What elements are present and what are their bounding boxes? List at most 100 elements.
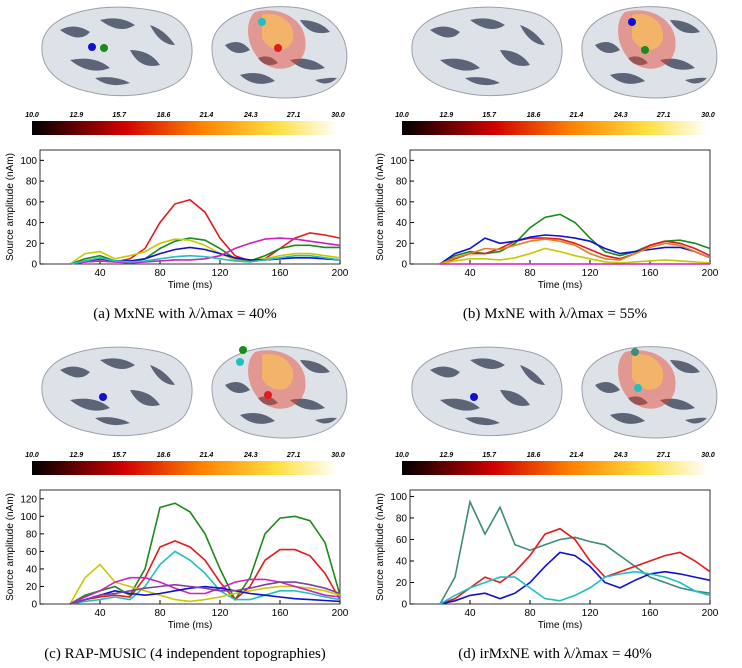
x-axis-label: Time (ms) <box>538 280 583 291</box>
colorbar-tick-label: 27.1 <box>656 112 671 119</box>
colorbar-tick-label: 24.3 <box>243 452 258 459</box>
series-line <box>439 527 711 605</box>
caption: (b) MxNE with λ/λmax = 55% <box>463 306 647 322</box>
colorbar-tick-label: 18.6 <box>157 112 171 119</box>
x-tick-label: 160 <box>642 608 659 619</box>
x-tick-label: 40 <box>464 608 476 619</box>
colorbar-tick-label: 27.1 <box>286 112 301 119</box>
colorbar-tick-label: 18.6 <box>527 452 541 459</box>
y-tick-label: 40 <box>396 218 408 229</box>
x-tick-label: 120 <box>582 268 599 279</box>
series-line <box>439 234 711 265</box>
colorbar-tick-label: 30.0 <box>331 112 345 119</box>
y-tick-label: 20 <box>26 239 38 250</box>
series-line <box>439 551 711 605</box>
plot-frame <box>39 489 341 605</box>
y-tick-label: 0 <box>31 600 37 611</box>
y-tick-label: 0 <box>401 600 407 611</box>
series-line <box>69 238 341 265</box>
brain-image <box>41 6 348 99</box>
y-tick-label: 40 <box>396 556 408 567</box>
brain-image <box>41 346 348 439</box>
y-tick-label: 40 <box>26 218 38 229</box>
series-line <box>439 237 711 265</box>
colorbar-tick-label: 30.0 <box>701 452 715 459</box>
y-tick-label: 20 <box>396 239 408 250</box>
x-tick-label: 200 <box>332 608 349 619</box>
y-tick-label: 60 <box>26 547 38 558</box>
y-tick-label: 40 <box>26 564 38 575</box>
series-line <box>69 254 341 265</box>
colorbar-tick-label: 10.0 <box>25 112 39 119</box>
panel: 10.0 12.9 15.7 18.6 21.4 24.3 27.1 30.0 0 20 40 60 8… <box>375 346 719 662</box>
source-dot <box>236 358 244 366</box>
series-line <box>69 550 341 605</box>
y-tick-label: 20 <box>26 582 38 593</box>
colorbar-tick-label: 24.3 <box>243 112 258 119</box>
y-tick-label: 120 <box>20 494 37 505</box>
x-tick-label: 160 <box>642 268 659 279</box>
source-dot <box>99 393 107 401</box>
colorbar-tick-label: 15.7 <box>482 112 497 119</box>
x-tick-label: 40 <box>94 268 106 279</box>
series-line <box>69 581 341 605</box>
colorbar-tick-label: 24.3 <box>613 112 628 119</box>
source-dot <box>628 18 636 26</box>
colorbar <box>402 121 708 135</box>
colorbar-tick-label: 10.0 <box>395 452 409 459</box>
plot-frame <box>39 149 341 265</box>
x-tick-label: 80 <box>154 268 166 279</box>
x-tick-label: 120 <box>582 608 599 619</box>
x-tick-label: 40 <box>94 608 106 619</box>
panel: 10.0 12.9 15.7 18.6 21.4 24.3 27.1 30.0 0 20 40 60 8… <box>375 6 719 322</box>
x-tick-label: 200 <box>332 268 349 279</box>
colorbar <box>402 461 708 475</box>
source-dot <box>641 46 649 54</box>
x-axis-label: Time (ms) <box>168 620 213 631</box>
x-axis-label: Time (ms) <box>538 620 583 631</box>
caption: (d) irMxNE with λ/λmax = 40% <box>458 646 651 662</box>
series-line <box>69 585 341 605</box>
colorbar-tick-label: 21.4 <box>569 112 584 119</box>
plot-frame <box>409 489 711 605</box>
colorbar-tick-label: 21.4 <box>199 452 214 459</box>
source-dot <box>274 44 282 52</box>
colorbar-tick-label: 18.6 <box>527 112 541 119</box>
colorbar-tick-label: 12.9 <box>440 452 454 459</box>
colorbar-tick-label: 24.3 <box>613 452 628 459</box>
x-tick-label: 120 <box>212 608 229 619</box>
x-tick-label: 200 <box>702 608 719 619</box>
y-tick-label: 60 <box>396 197 408 208</box>
y-tick-label: 100 <box>390 492 407 503</box>
x-tick-label: 160 <box>272 268 289 279</box>
y-axis-label: Source amplitude (nAm) <box>375 493 386 601</box>
colorbar-tick-label: 10.0 <box>395 112 409 119</box>
colorbar-tick-label: 27.1 <box>286 452 301 459</box>
source-dot <box>631 348 639 356</box>
colorbar-tick-label: 10.0 <box>25 452 39 459</box>
brain-image <box>411 346 718 439</box>
colorbar-tick-label: 30.0 <box>701 112 715 119</box>
y-axis-label: Source amplitude (nAm) <box>375 153 386 261</box>
y-tick-label: 100 <box>390 156 407 167</box>
source-dot <box>258 18 266 26</box>
y-tick-label: 100 <box>20 156 37 167</box>
x-tick-label: 80 <box>524 268 536 279</box>
series-line <box>439 213 711 265</box>
series-line <box>439 238 711 265</box>
x-tick-label: 80 <box>524 608 536 619</box>
colorbar-tick-label: 12.9 <box>440 112 454 119</box>
colorbar-tick-label: 12.9 <box>70 452 84 459</box>
y-axis-label: Source amplitude (nAm) <box>5 153 16 261</box>
colorbar-tick-label: 27.1 <box>656 452 671 459</box>
y-tick-label: 100 <box>20 512 37 523</box>
source-dot <box>88 43 96 51</box>
series-line <box>69 576 341 605</box>
source-dot <box>100 44 108 52</box>
colorbar-tick-label: 15.7 <box>112 112 127 119</box>
source-dot <box>634 384 642 392</box>
colorbar-tick-label: 12.9 <box>70 112 84 119</box>
colorbar-tick-label: 18.6 <box>157 452 171 459</box>
y-tick-label: 80 <box>396 177 408 188</box>
